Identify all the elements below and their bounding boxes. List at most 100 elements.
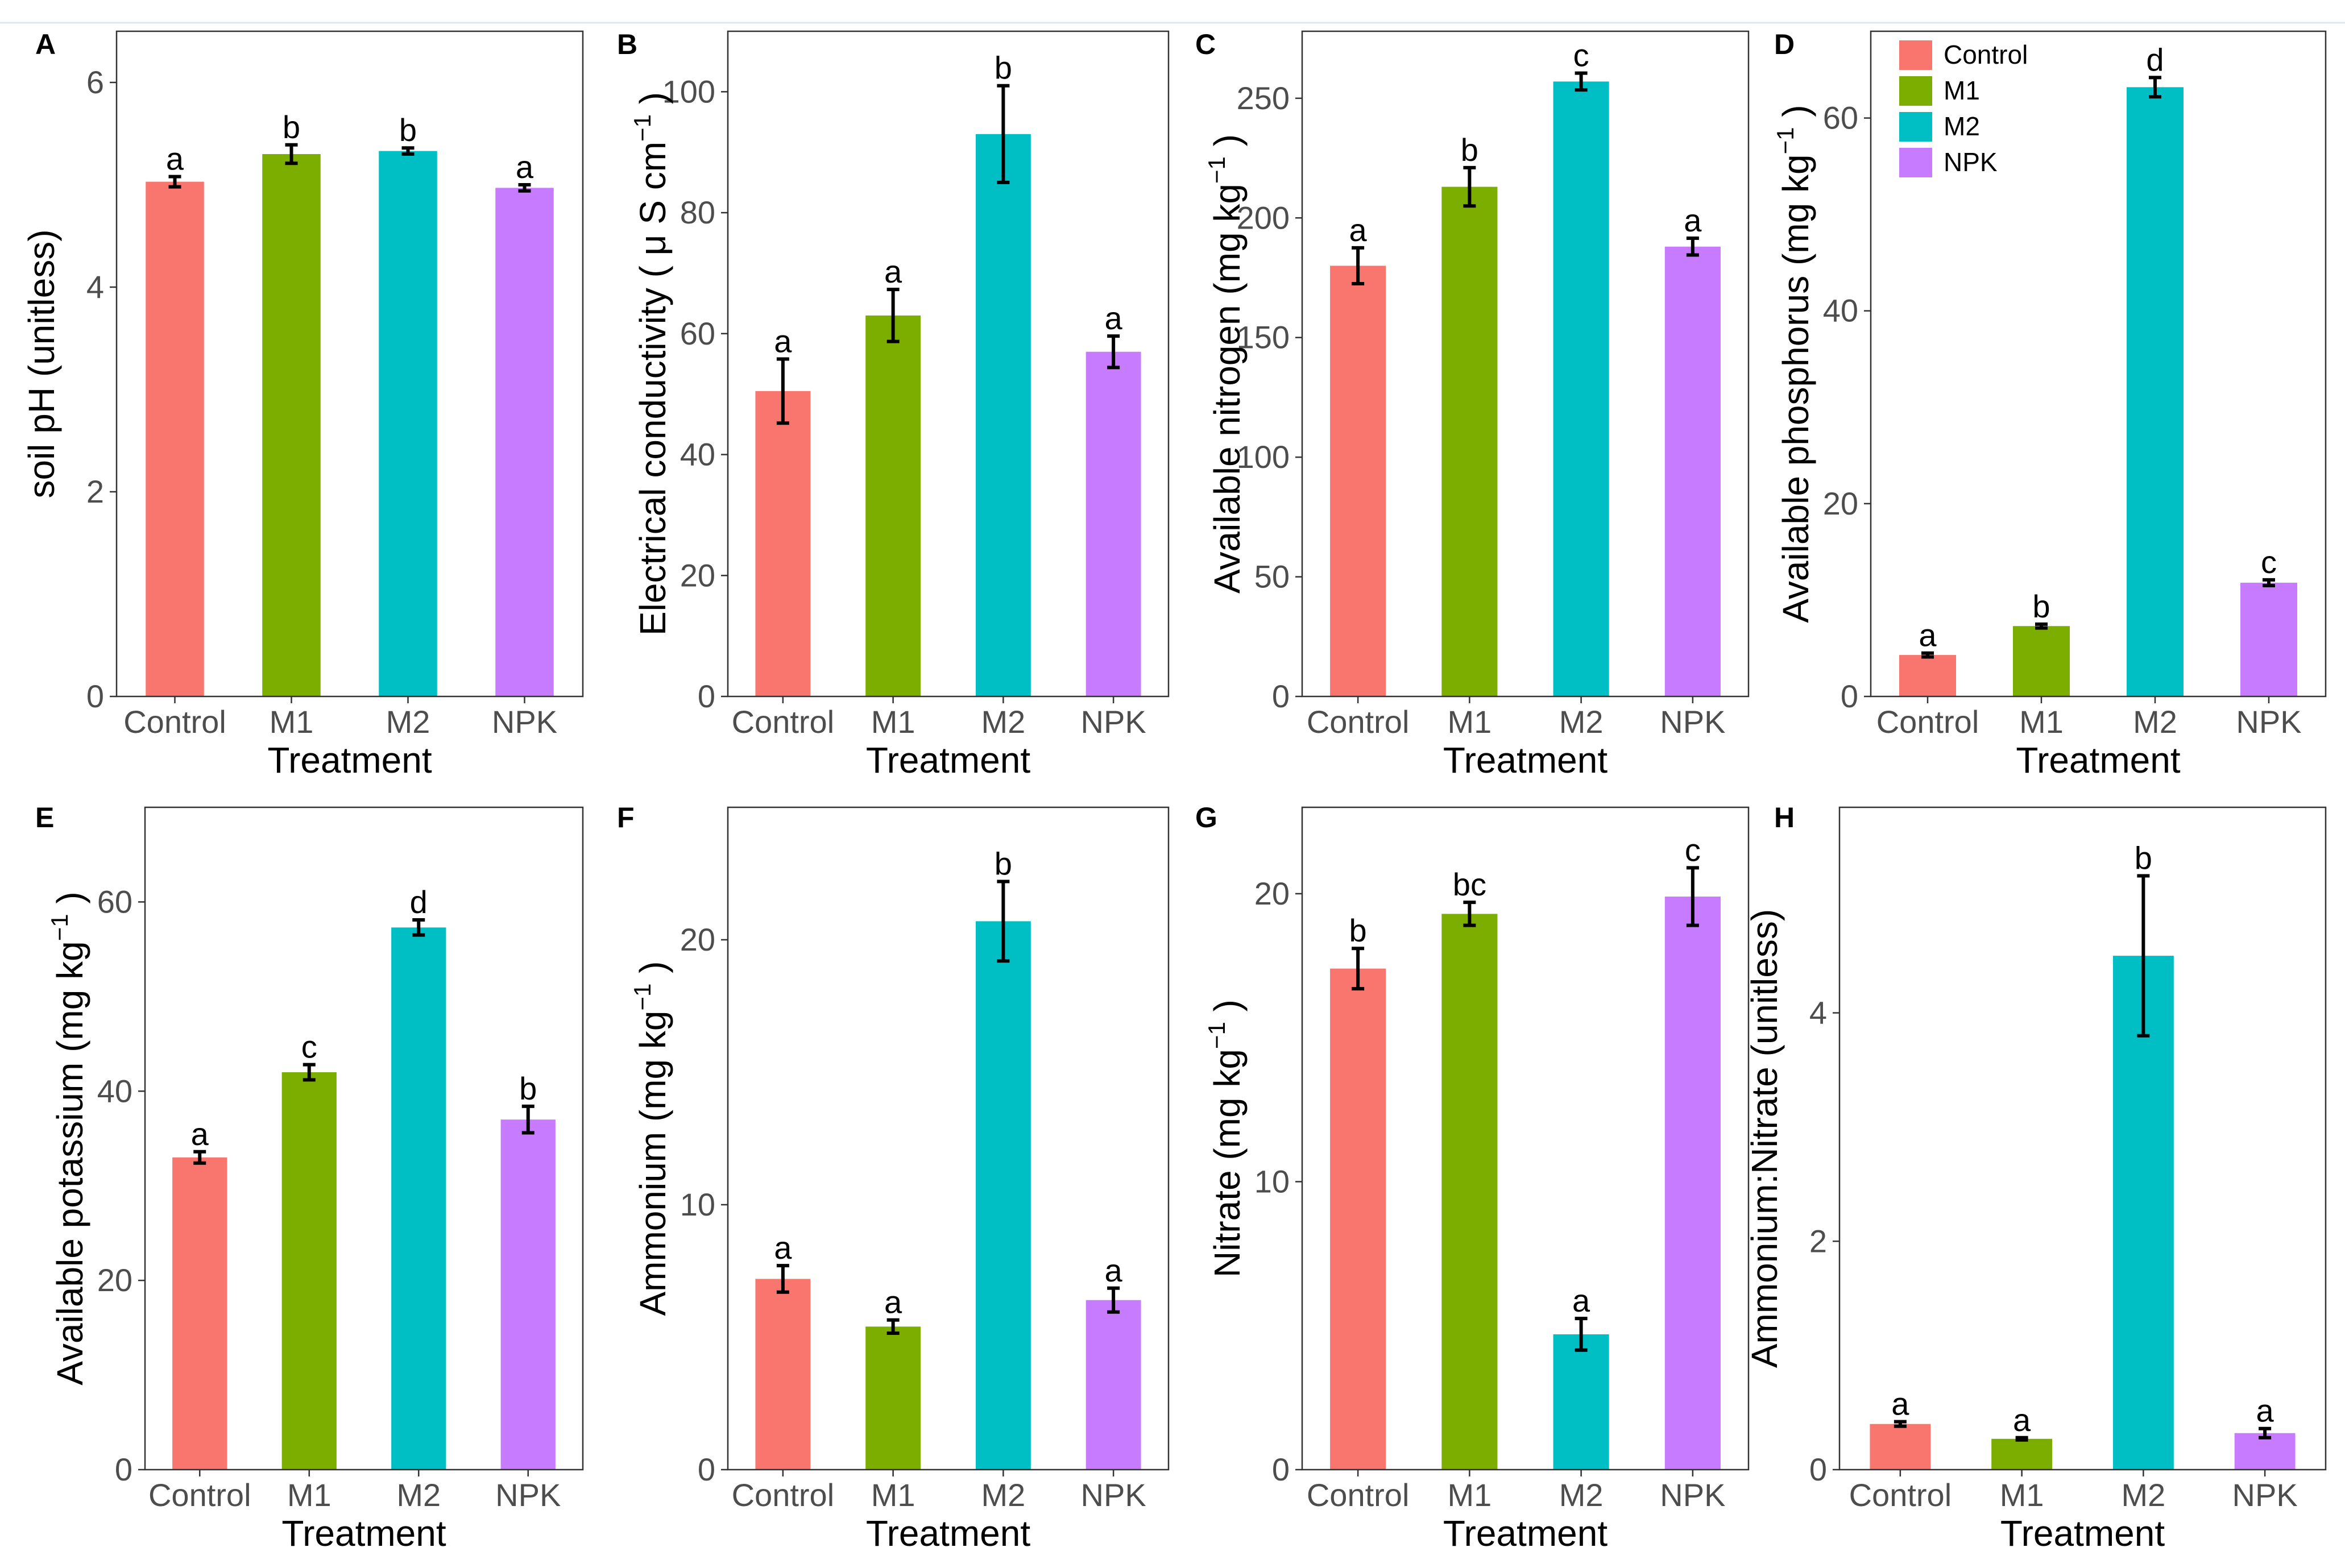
x-axis-title-c: Treatment xyxy=(1443,740,1608,781)
x-tick-label-g-control: Control xyxy=(1307,1477,1410,1513)
bar-d-m2 xyxy=(2127,87,2184,697)
bar-b-control xyxy=(755,391,811,696)
y-axis-title-f: Ammonium (mg kg−1 ) xyxy=(629,961,673,1316)
panel-a: Aa Control b M1 b M2 a NPK 0 2 4 6 Treatment soil pH … xyxy=(21,28,584,781)
x-tick-label-b-m2: M2 xyxy=(981,704,1025,740)
bar-b-m2 xyxy=(975,134,1031,696)
error-bar-f-m1 xyxy=(886,1318,900,1335)
sig-letter-h-m1: a xyxy=(2013,1402,2031,1438)
x-tick-label-f-control: Control xyxy=(732,1477,835,1513)
bar-c-control xyxy=(1330,266,1386,696)
sig-letter-a-control: a xyxy=(166,141,184,177)
legend: Control M1 M2 NPK xyxy=(1899,40,2028,177)
y-tick-label-d-2: 40 xyxy=(1823,293,1858,329)
y-tick-label-b-4: 80 xyxy=(680,194,715,230)
y-axis-title-c: Available nitrogen (mg kg−1 ) xyxy=(1203,134,1248,594)
panel-label-d: D xyxy=(1774,28,1795,60)
error-bar-a-control xyxy=(168,175,181,189)
x-tick-label-e-npk: NPK xyxy=(495,1477,561,1513)
sig-letter-h-npk: a xyxy=(2256,1393,2274,1429)
x-tick-label-f-m1: M1 xyxy=(871,1477,915,1513)
panel-frame-d xyxy=(1870,30,2327,698)
y-tick-label-b-1: 20 xyxy=(680,557,715,593)
error-bar-a-npk xyxy=(518,183,531,193)
x-tick-label-h-m2: M2 xyxy=(2121,1477,2165,1513)
panel-frame-g xyxy=(1301,806,1750,1471)
error-bar-d-control xyxy=(1921,651,1934,659)
panel-d: Da Control b M1 d M2 c NPK 0 20 40 60 Treatment Avail… xyxy=(1772,28,2327,781)
y-tick-label-g-0: 0 xyxy=(1272,1451,1290,1487)
legend-swatch-m2 xyxy=(1899,112,1932,142)
y-tick-label-e-0: 0 xyxy=(115,1451,132,1487)
error-bar-g-control xyxy=(1352,947,1365,991)
bar-a-control xyxy=(146,181,204,697)
sig-letter-h-control: a xyxy=(1891,1386,1909,1422)
error-bar-d-m1 xyxy=(2035,622,2048,630)
sig-letter-h-m2: b xyxy=(2135,840,2152,876)
y-tick-label-a-1: 2 xyxy=(86,474,104,509)
sig-letter-e-m2: d xyxy=(410,884,428,920)
sig-letter-b-m1: a xyxy=(884,254,902,289)
panel-label-a: A xyxy=(35,28,56,60)
y-tick-label-c-5: 250 xyxy=(1237,80,1290,116)
sig-letter-a-npk: a xyxy=(516,149,534,185)
panel-label-b: B xyxy=(617,28,637,60)
x-tick-label-e-m2: M2 xyxy=(396,1477,441,1513)
error-bar-e-m1 xyxy=(303,1063,316,1082)
x-tick-label-a-m1: M1 xyxy=(270,704,314,740)
x-tick-label-c-control: Control xyxy=(1307,704,1410,740)
sig-letter-d-m2: d xyxy=(2146,42,2164,77)
x-tick-label-a-m2: M2 xyxy=(386,704,430,740)
y-tick-label-d-0: 0 xyxy=(1841,678,1858,714)
panel-frame-h xyxy=(1838,806,2327,1471)
y-tick-label-b-0: 0 xyxy=(698,678,715,714)
bar-h-control xyxy=(1870,1424,1931,1470)
y-tick-label-a-3: 6 xyxy=(86,64,104,100)
error-bar-b-m2 xyxy=(997,84,1010,184)
legend-label-control: Control xyxy=(1944,40,2028,69)
x-axis-title-g: Treatment xyxy=(1443,1513,1608,1554)
error-bar-c-m2 xyxy=(1575,71,1588,92)
y-axis-title-g: Nitrate (mg kg−1 ) xyxy=(1203,999,1248,1277)
panel-label-e: E xyxy=(35,802,54,833)
sig-letter-f-m1: a xyxy=(884,1284,902,1320)
y-tick-label-f-1: 10 xyxy=(680,1187,715,1222)
error-bar-b-control xyxy=(776,357,789,425)
sig-letter-b-m2: b xyxy=(995,50,1012,86)
x-axis-title-e: Treatment xyxy=(281,1513,446,1554)
sig-letter-f-m2: b xyxy=(995,845,1012,881)
x-tick-label-b-npk: NPK xyxy=(1081,704,1146,740)
y-tick-label-c-2: 100 xyxy=(1237,439,1290,475)
error-bar-h-npk xyxy=(2259,1426,2272,1440)
error-bar-a-m1 xyxy=(285,143,298,165)
error-bar-h-control xyxy=(1894,1420,1907,1428)
bar-d-m1 xyxy=(2013,626,2070,696)
error-bar-b-m1 xyxy=(886,288,900,343)
y-tick-label-e-3: 60 xyxy=(97,883,132,919)
error-bar-g-npk xyxy=(1686,866,1699,927)
error-bar-f-m2 xyxy=(997,880,1010,963)
panel-frame-f xyxy=(727,806,1170,1471)
sig-letter-g-m1: bc xyxy=(1453,866,1486,902)
sig-letter-b-npk: a xyxy=(1105,300,1123,336)
x-tick-label-e-m1: M1 xyxy=(287,1477,332,1513)
error-bar-h-m1 xyxy=(2015,1436,2028,1442)
y-tick-label-b-5: 100 xyxy=(662,73,715,109)
y-tick-label-c-1: 50 xyxy=(1254,559,1290,595)
bar-b-npk xyxy=(1086,351,1141,696)
x-axis-title-a: Treatment xyxy=(267,740,432,781)
legend-label-npk: NPK xyxy=(1944,147,1998,177)
y-tick-label-g-2: 20 xyxy=(1254,876,1290,911)
bar-c-m1 xyxy=(1441,186,1498,696)
sig-letter-f-npk: a xyxy=(1105,1252,1123,1288)
bar-a-m2 xyxy=(379,151,437,697)
bar-e-m2 xyxy=(391,927,446,1470)
bar-f-m1 xyxy=(865,1326,921,1470)
x-tick-label-h-control: Control xyxy=(1849,1477,1952,1513)
error-bar-g-m1 xyxy=(1463,901,1476,927)
y-tick-label-a-2: 4 xyxy=(86,269,104,305)
panel-h: Ha Control a M1 b M2 a NPK 0 2 4 Treatment Ammonium:… xyxy=(1744,802,2327,1554)
y-tick-label-h-0: 0 xyxy=(1809,1451,1827,1487)
error-bar-b-npk xyxy=(1107,334,1120,370)
